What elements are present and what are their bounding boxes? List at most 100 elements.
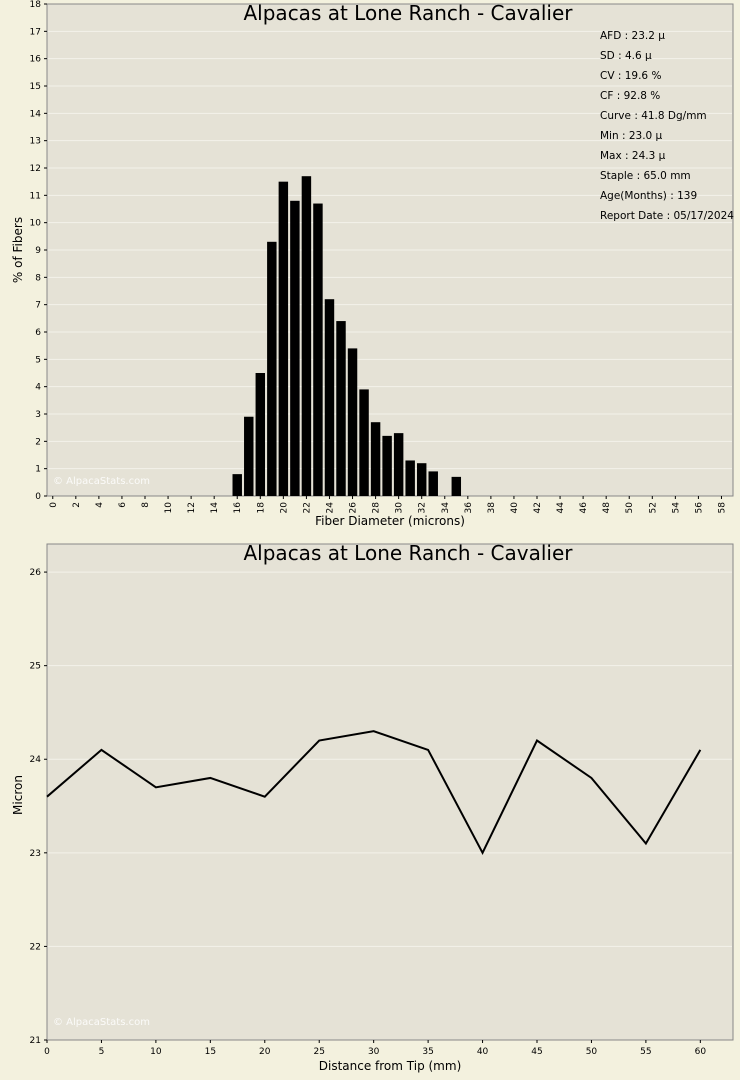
profile-x-tick-label: 15 — [205, 1047, 216, 1057]
histogram-y-tick-label: 10 — [30, 219, 42, 229]
profile-x-tick-label: 60 — [695, 1047, 707, 1057]
histogram-y-tick-label: 17 — [30, 27, 41, 37]
histogram-y-tick-label: 13 — [30, 137, 41, 147]
histogram-watermark: © AlpacaStats.com — [53, 476, 150, 487]
profile-x-axis-label: Distance from Tip (mm) — [319, 1059, 462, 1073]
histogram-bar — [416, 463, 427, 496]
histogram-x-tick-label: 26 — [349, 502, 359, 514]
profile-x-tick-label: 10 — [150, 1047, 162, 1057]
histogram-y-tick-label: 5 — [35, 355, 41, 365]
histogram-x-tick-label: 58 — [717, 502, 727, 514]
histogram-bar — [393, 433, 404, 496]
micron-profile-chart: 21 22 23 24 25 26 0 5 10 15 20 25 30 35 40 45 50 55 60 Al… — [11, 541, 734, 1073]
histogram-stat-line: Curve : 41.8 Dg/mm — [600, 110, 707, 122]
histogram-x-tick-label: 36 — [464, 502, 474, 514]
histogram-x-tick-label: 20 — [279, 502, 289, 514]
histogram-stat-line: Age(Months) : 139 — [600, 190, 697, 202]
histogram-bar — [290, 200, 300, 497]
histogram-bar — [313, 203, 323, 497]
histogram-title: Alpacas at Lone Ranch - Cavalier — [244, 1, 574, 25]
histogram-stat-line: Staple : 65.0 mm — [600, 170, 691, 182]
profile-y-tick-label: 26 — [30, 568, 42, 578]
histogram-y-tick-label: 2 — [35, 437, 41, 447]
histogram-y-tick-label: 12 — [30, 164, 41, 174]
histogram-x-tick-label: 44 — [556, 502, 566, 514]
histogram-bar — [232, 474, 242, 496]
histogram-x-tick-label: 10 — [164, 502, 174, 514]
histogram-bar — [301, 176, 312, 496]
profile-x-tick-label: 45 — [531, 1047, 542, 1057]
histogram-bar — [451, 476, 462, 496]
histogram-y-axis-label: % of Fibers — [11, 217, 25, 283]
profile-x-tick-label: 35 — [422, 1047, 433, 1057]
histogram-x-tick-label: 32 — [418, 502, 428, 513]
profile-series-line — [46, 730, 702, 856]
histogram-x-tick-label: 14 — [210, 502, 220, 514]
histogram-bar — [359, 389, 369, 496]
histogram-bar — [255, 373, 266, 496]
histogram-bar — [244, 416, 254, 496]
histogram-bar — [336, 321, 346, 496]
histogram-y-tick-label: 0 — [35, 492, 41, 502]
histogram-x-tick-label: 16 — [233, 502, 243, 514]
histogram-bar — [428, 471, 438, 496]
profile-x-tick-label: 5 — [99, 1047, 105, 1057]
histogram-x-tick-label: 8 — [141, 502, 151, 508]
histogram-stat-line: SD : 4.6 µ — [600, 50, 652, 62]
histogram-x-tick-label: 56 — [694, 502, 704, 514]
histogram-x-tick-label: 46 — [579, 502, 589, 514]
histogram-y-tick-label: 14 — [30, 109, 42, 119]
histogram-bar — [347, 348, 358, 496]
profile-x-tick-label: 20 — [259, 1047, 271, 1057]
histogram-bar — [382, 435, 392, 496]
profile-x-tick-label: 50 — [586, 1047, 598, 1057]
histogram-bar — [267, 241, 277, 496]
histogram-y-tick-label: 8 — [35, 273, 41, 283]
profile-y-tick-label: 23 — [30, 849, 41, 859]
profile-watermark: © AlpacaStats.com — [53, 1017, 150, 1028]
histogram-y-tick-label: 18 — [30, 0, 42, 10]
histogram-bar — [324, 299, 335, 496]
profile-x-tick-label: 55 — [640, 1047, 651, 1057]
histogram-x-tick-label: 54 — [671, 502, 681, 514]
histogram-y-tick-label: 1 — [35, 465, 41, 475]
histogram-y-tick-label: 16 — [30, 55, 42, 65]
histogram-stat-line: Max : 24.3 µ — [600, 150, 666, 162]
profile-y-ticks: 21 22 23 24 25 26 — [30, 568, 47, 1046]
histogram-x-ticks: 0 2 4 6 8 10 12 14 16 18 20 22 24 26 28 30 32 34 36 38 40 42 4… — [49, 496, 727, 514]
profile-y-tick-label: 25 — [30, 662, 41, 672]
histogram-stat-line: Min : 23.0 µ — [600, 130, 663, 142]
histogram-x-tick-label: 24 — [325, 502, 335, 514]
histogram-bar — [405, 460, 415, 496]
histogram-x-tick-label: 22 — [302, 502, 312, 513]
histogram-y-tick-label: 4 — [35, 383, 41, 393]
histogram-y-tick-label: 15 — [30, 82, 41, 92]
histogram-y-tick-label: 3 — [35, 410, 41, 420]
histogram-x-tick-label: 30 — [395, 502, 405, 514]
profile-series — [46, 730, 702, 856]
histogram-x-tick-label: 0 — [49, 502, 59, 508]
profile-x-tick-label: 40 — [477, 1047, 489, 1057]
histogram-x-tick-label: 28 — [372, 502, 382, 514]
histogram-stats-panel: AFD : 23.2 µ SD : 4.6 µ CV : 19.6 % CF : 92… — [600, 30, 734, 222]
histogram-bar — [278, 181, 289, 496]
profile-y-axis-label: Micron — [11, 775, 25, 815]
histogram-x-tick-label: 34 — [441, 502, 451, 514]
histogram-stat-line: AFD : 23.2 µ — [600, 30, 665, 42]
histogram-x-tick-label: 38 — [487, 502, 497, 514]
histogram-x-tick-label: 50 — [625, 502, 635, 514]
histogram-stat-line: CV : 19.6 % — [600, 70, 661, 82]
histogram-stat-line: CF : 92.8 % — [600, 90, 660, 102]
histogram-x-tick-label: 6 — [118, 502, 128, 508]
profile-x-tick-label: 25 — [313, 1047, 324, 1057]
histogram-x-tick-label: 18 — [256, 502, 266, 514]
histogram-y-tick-label: 11 — [30, 191, 41, 201]
histogram-x-tick-label: 52 — [648, 502, 658, 513]
profile-x-tick-label: 0 — [44, 1047, 50, 1057]
histogram-x-tick-label: 12 — [187, 502, 197, 513]
histogram-stat-line: Report Date : 05/17/2024 — [600, 210, 734, 222]
histogram-y-tick-label: 6 — [35, 328, 41, 338]
histogram-x-axis-label: Fiber Diameter (microns) — [315, 514, 465, 528]
